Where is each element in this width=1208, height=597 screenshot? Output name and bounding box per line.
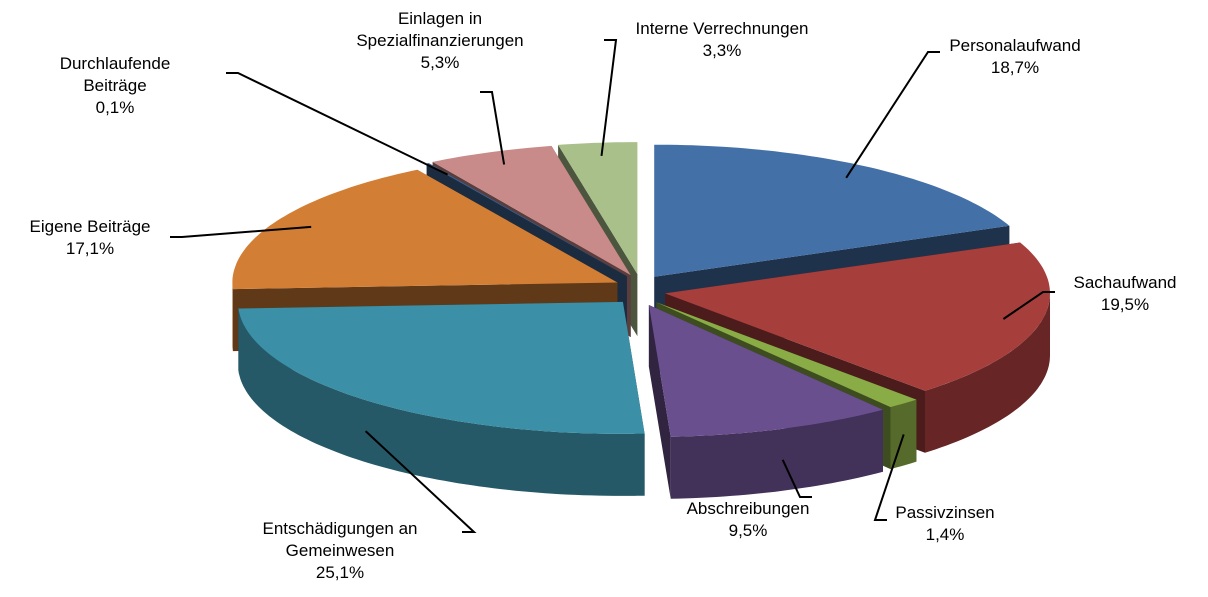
slice bbox=[654, 144, 1010, 277]
leader-line bbox=[845, 51, 940, 179]
leader-line bbox=[226, 72, 449, 176]
label-name: Entschädigungen an Gemeinwesen bbox=[262, 519, 418, 560]
label-name: Interne Verrechnungen bbox=[635, 19, 809, 38]
slice bbox=[238, 301, 645, 434]
leader-line bbox=[873, 434, 905, 521]
leader-line bbox=[364, 430, 477, 533]
label-value: 5,3% bbox=[420, 53, 460, 72]
leader-line bbox=[781, 459, 812, 498]
slice-label: Abschreibungen 9,5% bbox=[663, 498, 833, 542]
label-name: Personalaufwand bbox=[949, 36, 1081, 55]
slice-label: Passivzinsen 1,4% bbox=[875, 502, 1015, 546]
slice bbox=[648, 305, 883, 437]
slice bbox=[432, 145, 631, 276]
slice bbox=[426, 163, 627, 277]
label-value: 1,4% bbox=[925, 525, 965, 544]
slice-wall bbox=[670, 409, 883, 499]
leader-line bbox=[170, 225, 312, 238]
slice bbox=[665, 242, 1050, 391]
slice-wall bbox=[232, 282, 233, 352]
label-value: 25,1% bbox=[315, 563, 365, 582]
leader-line bbox=[480, 91, 506, 165]
leader-line bbox=[1002, 291, 1055, 320]
slice-label: Einlagen in Spezialfinanzierungen 5,3% bbox=[340, 8, 540, 74]
label-name: Eigene Beiträge bbox=[29, 217, 151, 236]
label-name: Einlagen in Spezialfinanzierungen bbox=[356, 9, 524, 50]
slice bbox=[656, 302, 917, 408]
slice-side bbox=[648, 305, 671, 499]
label-value: 18,7% bbox=[990, 58, 1040, 77]
label-value: 0,1% bbox=[95, 98, 135, 117]
slice-wall bbox=[238, 308, 645, 496]
slice-label: Personalaufwand 18,7% bbox=[905, 35, 1125, 79]
leader-line bbox=[600, 39, 618, 157]
slice-label: Interne Verrechnungen 3,3% bbox=[602, 18, 842, 62]
slice-label: Eigene Beiträge 17,1% bbox=[0, 216, 180, 260]
label-value: 3,3% bbox=[702, 41, 742, 60]
slice bbox=[558, 142, 638, 275]
label-name: Passivzinsen bbox=[895, 503, 995, 522]
slice-label: Entschädigungen an Gemeinwesen 25,1% bbox=[240, 518, 440, 584]
slice-label: Durchlaufende Beiträge 0,1% bbox=[50, 53, 180, 119]
label-value: 17,1% bbox=[65, 239, 115, 258]
label-value: 9,5% bbox=[728, 521, 768, 540]
label-name: Sachaufwand bbox=[1073, 273, 1177, 292]
slice bbox=[232, 169, 618, 290]
slice-label: Sachaufwand 19,5% bbox=[1055, 272, 1195, 316]
label-name: Durchlaufende Beiträge bbox=[59, 54, 171, 95]
label-value: 19,5% bbox=[1100, 295, 1150, 314]
slice-wall bbox=[925, 293, 1050, 453]
label-name: Abschreibungen bbox=[686, 499, 810, 518]
